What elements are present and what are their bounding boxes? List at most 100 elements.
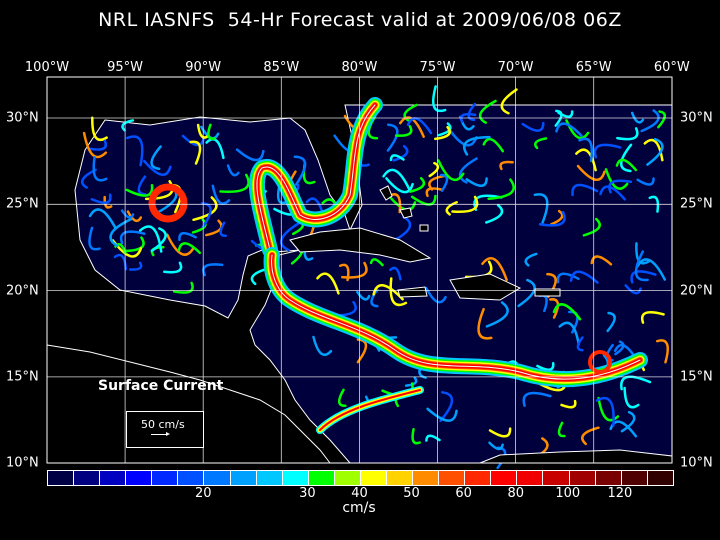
color-swatch [387,471,413,485]
pacific-coastline [46,344,331,464]
latitude-label: 30°N [6,110,39,126]
current-streak [137,175,147,196]
color-scale-tick: 50 [403,486,420,501]
current-streak [557,421,566,438]
color-swatch [543,471,569,485]
current-streak [599,185,626,201]
latitude-label: 20°N [680,283,713,299]
current-streak [392,144,409,162]
current-streak [439,391,454,423]
current-streak [408,176,426,193]
color-swatch [100,471,126,485]
current-streak [256,104,376,251]
current-streak [172,281,194,294]
current-streak [620,410,636,433]
color-scale-tick: 100 [555,486,581,501]
current-streak [571,183,599,197]
loop-current-eddy [148,183,188,223]
current-streak [211,184,231,205]
current-streak [88,139,107,151]
current-streak [478,99,497,124]
current-streak [316,272,340,295]
current-streak [369,258,384,267]
current-streak [634,250,649,282]
current-streak [370,288,379,308]
current-streak [593,143,622,159]
current-streak [536,362,555,371]
current-streak [549,298,560,319]
color-swatch [360,471,387,485]
color-scale-tick: 30 [299,486,316,501]
current-streak [312,335,333,356]
current-streak [372,284,404,301]
color-scale-tick: 80 [507,486,524,501]
current-streak [595,396,615,427]
color-swatch [334,471,360,485]
current-streak [319,389,421,431]
current-streak [554,109,563,127]
color-swatch [569,471,595,485]
color-scale-tick: 20 [194,486,212,501]
current-streak [337,388,347,407]
color-swatch [48,471,74,485]
current-streak [120,209,135,219]
hispaniola [449,273,522,301]
color-scale-bar [47,470,674,486]
current-streak [576,336,584,352]
current-streak [581,426,600,446]
color-scale-tick: 60 [455,486,472,501]
current-streak [219,173,250,194]
current-streak [609,420,638,438]
current-streak [150,145,162,171]
longitude-label: 90°W [185,60,222,75]
current-streak [521,121,545,132]
color-swatch [204,471,230,485]
current-streak [590,255,613,266]
color-swatch [126,471,152,485]
current-streak [92,156,108,182]
current-streak [636,177,655,186]
legend-title: Surface Current [98,378,224,394]
latitude-label: 20°N [6,283,39,299]
current-streak [465,177,488,188]
current-streak [165,233,195,256]
color-swatch [465,471,491,485]
current-streak [582,217,601,237]
current-streak [226,164,240,177]
current-streak [616,127,639,141]
current-streak [604,168,629,190]
current-streak [534,137,548,150]
latitude-label: 15°N [680,369,713,385]
current-streak [556,272,580,284]
current-streak [163,261,183,274]
current-streak [630,111,645,124]
jamaica [397,286,428,298]
current-streak [356,338,368,364]
current-streak [219,221,227,237]
lat-lon-grid [47,77,672,463]
color-swatch [178,471,204,485]
current-streak [109,217,133,248]
current-streak [558,321,580,346]
color-swatch [595,471,621,485]
current-streak [500,88,518,115]
color-swatch [621,471,647,485]
current-streak [578,137,594,163]
units-label: cm/s [342,500,376,516]
reference-arrow-icon [151,432,170,436]
current-streak [189,140,202,165]
current-streak [121,119,135,132]
longitude-label: 60°W [653,60,690,75]
current-streak [624,284,642,295]
color-swatch [439,471,465,485]
current-streak [597,396,620,422]
current-streak [235,148,265,162]
color-scale-tick: 40 [351,486,368,501]
current-streak [522,391,552,407]
current-streak [385,177,414,194]
current-streak [460,112,477,123]
current-streak [103,195,113,209]
current-streak [477,307,493,340]
cuba [289,227,432,263]
